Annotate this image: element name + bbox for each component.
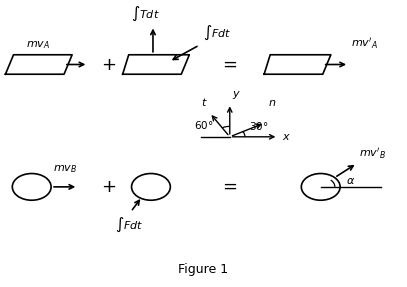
Text: Figure 1: Figure 1 (178, 263, 229, 276)
Text: $mv_A$: $mv_A$ (26, 39, 50, 51)
Text: $y$: $y$ (232, 89, 241, 101)
Text: =: = (222, 178, 237, 196)
Text: $\int Fdt$: $\int Fdt$ (114, 216, 143, 234)
Text: $mv'_A$: $mv'_A$ (351, 36, 378, 51)
Text: $n$: $n$ (268, 98, 276, 108)
Text: $\int Fdt$: $\int Fdt$ (204, 24, 232, 42)
Text: =: = (222, 55, 237, 73)
Text: $\alpha$: $\alpha$ (346, 176, 355, 186)
Text: $60°$: $60°$ (194, 119, 214, 131)
Text: +: + (101, 55, 116, 73)
Text: $t$: $t$ (201, 96, 208, 108)
Text: $mv_B$: $mv_B$ (53, 163, 77, 175)
Text: $mv'_B$: $mv'_B$ (359, 146, 386, 161)
Text: $x$: $x$ (282, 132, 291, 142)
Text: +: + (101, 178, 116, 196)
Text: $\int Tdt$: $\int Tdt$ (131, 5, 159, 23)
Text: $30°$: $30°$ (249, 120, 268, 132)
